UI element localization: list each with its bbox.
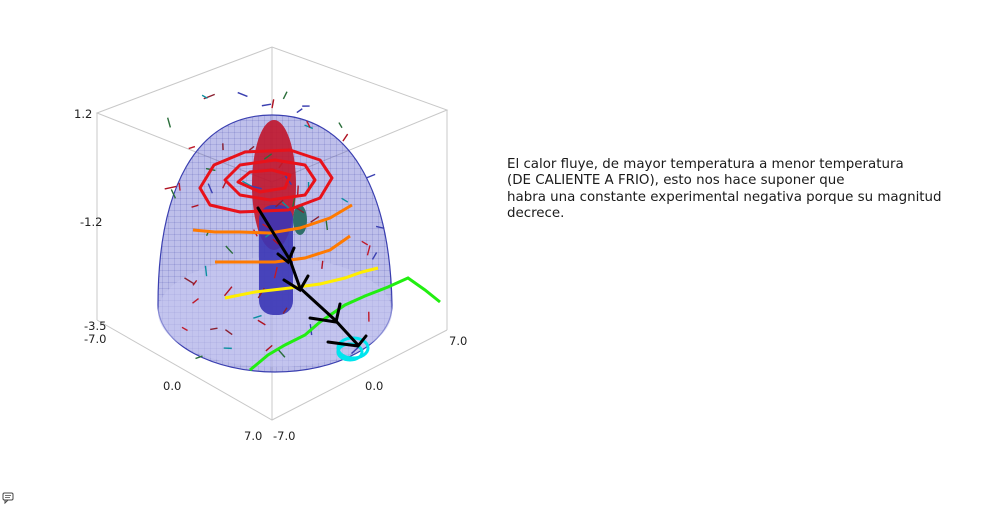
chat-icon[interactable] [2, 492, 14, 504]
z-tick: -1.2 [80, 215, 102, 229]
field-arrow [250, 185, 262, 190]
field-arrow [375, 225, 385, 229]
yellow-line [224, 266, 379, 300]
field-arrow [321, 260, 324, 269]
field-arrow [338, 122, 343, 129]
note-line: (DE CALIENTE A FRIO), esto nos hace supo… [507, 173, 845, 189]
field-arrow [166, 117, 172, 128]
z-tick: 1.2 [74, 107, 92, 121]
field-arrow [195, 355, 203, 360]
field-arrow [223, 286, 233, 297]
y-tick: 0.0 [365, 379, 383, 393]
field-arrow [342, 133, 349, 142]
z-tick: -3.5 [84, 319, 106, 333]
y-ticks: -7.0 0.0 7.0 [273, 334, 467, 443]
y-tick: -7.0 [273, 429, 295, 443]
field-arrow [224, 329, 233, 336]
x-tick: 0.0 [163, 379, 181, 393]
field-arrow [265, 344, 273, 352]
field-arrow [271, 99, 275, 109]
field-arrow [181, 326, 188, 332]
field-arrow [361, 240, 369, 246]
explanation-text: El calor fluye, de mayor temperatura a m… [507, 157, 977, 223]
red-contours [198, 148, 334, 214]
z-ticks: 1.2 -1.2 -3.5 [74, 107, 106, 333]
note-line: decrece. [507, 206, 565, 222]
field-arrow [257, 319, 266, 326]
field-arrow [248, 145, 255, 151]
field-arrow [261, 103, 272, 107]
field-arrow [282, 91, 288, 100]
field-arrow [275, 199, 284, 208]
field-arrow [201, 94, 208, 99]
field-arrow [184, 277, 195, 285]
field-arrow [341, 197, 349, 203]
green-line [249, 276, 441, 372]
field-arrow [192, 297, 199, 304]
field-arrow [296, 108, 303, 114]
field-arrow [371, 252, 378, 260]
field-arrow [366, 173, 376, 179]
field-arrow [170, 189, 177, 199]
field-arrow [204, 265, 208, 277]
field-arrow [225, 245, 234, 255]
field-arrow [280, 200, 290, 210]
field-arrow [310, 216, 320, 223]
field-arrow [207, 183, 213, 194]
x-ticks: -7.0 0.0 7.0 [84, 332, 262, 443]
plot-3d[interactable]: 1.2 -1.2 -3.5 -7.0 0.0 7.0 -7.0 0.0 7.0 [0, 0, 480, 460]
field-arrow [296, 185, 299, 196]
field-arrow [191, 204, 199, 208]
field-arrow [306, 120, 311, 128]
y-tick: 7.0 [449, 334, 467, 348]
field-arrow [366, 245, 371, 256]
field-arrow [304, 124, 314, 130]
orange-line-1 [192, 203, 353, 235]
field-arrow [277, 348, 286, 358]
field-arrow [237, 91, 248, 98]
field-arrow [253, 314, 262, 319]
field-arrow [263, 153, 273, 160]
field-arrow [222, 181, 227, 189]
field-arrow [210, 327, 218, 331]
note-line: El calor fluye, de mayor temperatura a m… [507, 157, 904, 172]
field-arrow [188, 145, 196, 150]
field-arrow [273, 266, 278, 279]
dome-surface [157, 114, 393, 373]
note-line: habra una constante experimental negativ… [507, 189, 942, 205]
field-arrow [192, 279, 198, 286]
x-tick: -7.0 [84, 332, 106, 346]
field-arrow [164, 185, 177, 190]
x-tick: 7.0 [244, 429, 262, 443]
black-arrows [256, 206, 368, 348]
field-arrow [282, 307, 288, 314]
field-arrow [325, 220, 329, 231]
field-arrow [178, 182, 181, 191]
field-arrow [272, 238, 279, 245]
